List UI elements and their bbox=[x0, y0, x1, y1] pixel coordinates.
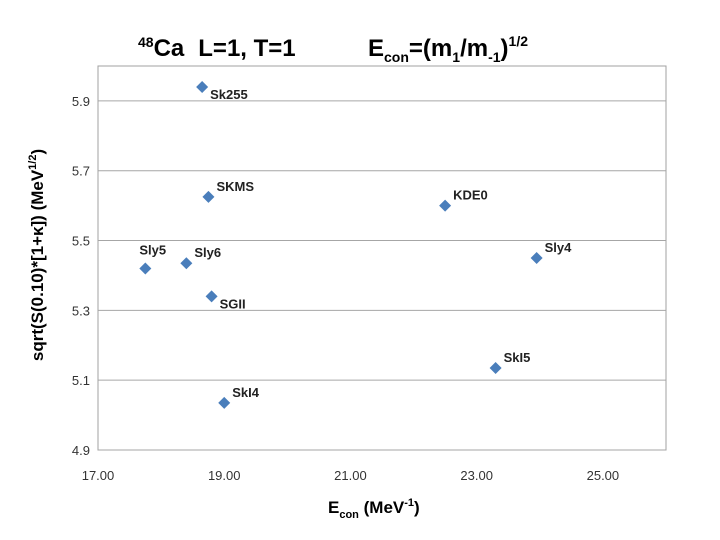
title-nucleus: Ca bbox=[154, 35, 185, 62]
point-sk255 bbox=[196, 80, 209, 93]
point-label-ski5: SkI5 bbox=[504, 350, 531, 365]
y-tick-labels: 4.9 5.1 5.3 5.5 5.7 5.9 bbox=[72, 94, 90, 458]
x-tick-label: 23.00 bbox=[460, 468, 493, 483]
title-formula-sub2: -1 bbox=[488, 49, 501, 65]
x-axis-label: Econ (MeV-1) bbox=[328, 497, 420, 521]
x-tick-label: 17.00 bbox=[82, 468, 115, 483]
y-axis-label-main: sqrt(S(0.10)*[1+κ]) (MeV bbox=[28, 169, 47, 361]
point-sgii bbox=[205, 290, 218, 303]
point-label-sgii: SGII bbox=[220, 296, 246, 311]
point-label-sk255: Sk255 bbox=[210, 87, 248, 102]
title-quantum-numbers: L=1, T=1 bbox=[198, 35, 295, 62]
y-tick-label: 4.9 bbox=[72, 443, 90, 458]
plot-area bbox=[97, 65, 667, 451]
y-axis-label-end: ) bbox=[28, 149, 47, 155]
x-axis-label-sup: -1 bbox=[404, 497, 414, 509]
point-label-sly6: Sly6 bbox=[194, 245, 221, 260]
y-axis-label: sqrt(S(0.10)*[1+κ]) (MeV1/2) bbox=[27, 149, 47, 361]
title-formula-mid2: /m bbox=[460, 35, 488, 62]
x-tick-labels: 17.00 19.00 21.00 23.00 25.00 bbox=[82, 468, 619, 483]
y-axis-label-sup: 1/2 bbox=[27, 155, 39, 170]
title-nucleus-superscript: 48 bbox=[138, 34, 154, 50]
point-label-ski4: SkI4 bbox=[232, 385, 260, 400]
title-formula-mid3: ) bbox=[501, 35, 509, 62]
point-ski4 bbox=[218, 396, 231, 409]
x-axis-label-sub: con bbox=[339, 509, 359, 521]
point-sly6 bbox=[180, 257, 193, 270]
x-tick-label: 25.00 bbox=[587, 468, 620, 483]
point-kde0 bbox=[439, 199, 452, 212]
y-tick-label: 5.3 bbox=[72, 303, 90, 318]
y-tick-label: 5.5 bbox=[72, 234, 90, 249]
chart-title: 48Ca L=1, T=1 Econ=(m1/m-1)1/2 bbox=[138, 33, 528, 65]
data-points: Sk255 SKMS KDE0 Sly5 Sly6 Sly4 SGII SkI5 SkI4 bbox=[139, 80, 573, 409]
title-formula-sup: 1/2 bbox=[509, 33, 529, 49]
title-formula-lhs: E bbox=[368, 35, 384, 62]
y-tick-label: 5.9 bbox=[72, 94, 90, 109]
point-skms bbox=[202, 190, 215, 203]
point-sly5 bbox=[139, 262, 152, 275]
point-label-kde0: KDE0 bbox=[453, 188, 488, 203]
x-axis-label-end: ) bbox=[414, 498, 420, 517]
y-tick-label: 5.1 bbox=[72, 373, 90, 388]
x-tick-label: 19.00 bbox=[208, 468, 241, 483]
x-axis-label-main: E bbox=[328, 498, 339, 517]
x-tick-label: 21.00 bbox=[334, 468, 367, 483]
point-ski5 bbox=[489, 361, 502, 374]
point-sly4 bbox=[530, 252, 543, 264]
point-label-skms: SKMS bbox=[216, 179, 254, 194]
x-axis-label-rest: (MeV bbox=[359, 498, 405, 517]
y-tick-label: 5.7 bbox=[72, 164, 90, 179]
title-formula-lhs-sub: con bbox=[384, 49, 409, 65]
point-label-sly4: Sly4 bbox=[545, 240, 573, 255]
title-formula-sub1: 1 bbox=[452, 49, 460, 65]
title-formula-mid1: =(m bbox=[409, 35, 452, 62]
point-label-sly5: Sly5 bbox=[139, 242, 166, 257]
gridlines bbox=[98, 100, 666, 451]
